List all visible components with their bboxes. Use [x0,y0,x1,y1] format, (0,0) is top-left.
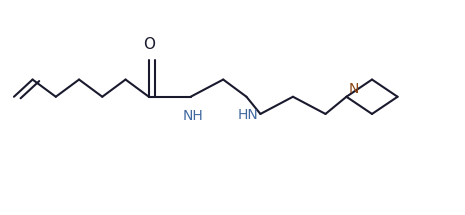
Text: HN: HN [237,108,258,122]
Text: O: O [143,37,155,52]
Text: N: N [349,82,359,96]
Text: NH: NH [183,109,203,123]
